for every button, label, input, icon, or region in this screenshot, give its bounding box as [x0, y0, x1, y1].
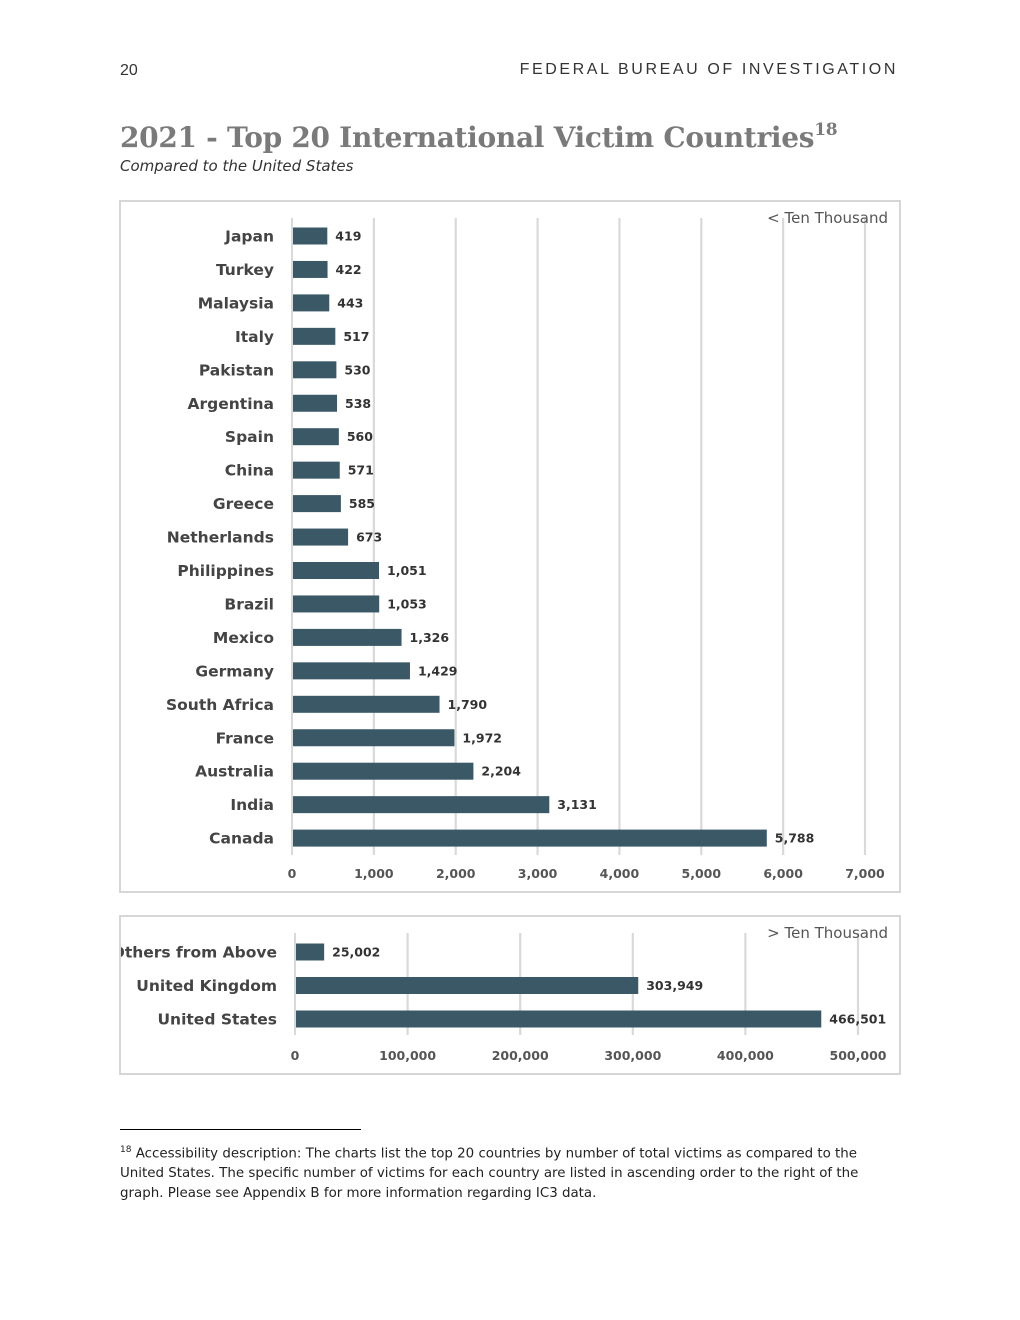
chart-0-tick-label: 4,000	[600, 866, 640, 881]
chart-1-category-label: United States	[157, 1011, 277, 1029]
chart-0-bar	[293, 628, 402, 646]
chart-0-category-label: Malaysia	[198, 294, 274, 312]
title-footnote-ref[interactable]: 18	[814, 119, 838, 140]
chart-0-tick-label: 6,000	[763, 866, 803, 881]
footnote-text: Accessibility description: The charts li…	[120, 1146, 859, 1202]
chart-0-category-label: Australia	[195, 763, 274, 781]
chart-0-value-label: 1,326	[410, 630, 450, 645]
chart-0-tick-label: 1,000	[354, 866, 394, 881]
chart-1-svg: 0 1,000 2,000 3,000 4,000 5,000 6,000 7,000 Japa…	[166, 218, 885, 881]
chart-0-bar	[293, 361, 337, 379]
chart-0-category-label: France	[216, 729, 274, 747]
chart-1-tick-label: 100,000	[379, 1048, 436, 1063]
chart-1-bar	[296, 943, 325, 961]
title-text: 2021 - Top 20 International Victim Count…	[120, 121, 815, 154]
chart-0-tick-label: 0	[288, 866, 297, 881]
chart-0-category-label: Japan	[224, 228, 274, 246]
chart-under-ten-thousand: 0 1,000 2,000 3,000 4,000 5,000 6,000 7,000 Japa…	[119, 200, 901, 893]
chart-0-category-label: Philippines	[177, 562, 274, 580]
chart-1-tick-label: 400,000	[717, 1048, 774, 1063]
chart-1-value-label: 466,501	[829, 1012, 886, 1027]
chart-0-bar	[293, 762, 474, 780]
chart-1-range-note: < Ten Thousand	[767, 209, 888, 227]
chart-0-bar	[293, 394, 338, 412]
chart-0-bar	[293, 595, 380, 613]
chart-0-value-label: 443	[337, 295, 363, 310]
chart-0-value-label: 419	[335, 229, 361, 244]
chart-0-bar	[293, 796, 550, 814]
chart-0-value-label: 585	[349, 496, 375, 511]
chart-0-value-label: 530	[344, 362, 370, 377]
chart-0-value-label: 1,429	[418, 663, 458, 678]
chart-0-bar	[293, 729, 455, 747]
chart-1-tick-label: 0	[291, 1048, 300, 1063]
chart-0-value-label: 673	[356, 530, 382, 545]
chart-0-category-label: China	[225, 462, 274, 480]
chart-0-bar	[293, 829, 767, 847]
chart-1-bar	[296, 1010, 822, 1028]
chart-0-value-label: 538	[345, 396, 371, 411]
chart-0-category-label: Spain	[225, 428, 274, 446]
chart-0-category-label: Pakistan	[199, 361, 274, 379]
chart-2-range-note: > Ten Thousand	[767, 924, 888, 942]
chart-0-value-label: 422	[336, 262, 362, 277]
chart-0-category-label: Canada	[209, 830, 274, 848]
chart-0-bar	[293, 562, 380, 579]
chart-0-bar	[293, 327, 336, 345]
chart-0-value-label: 2,204	[481, 764, 521, 779]
chart-0-value-label: 3,131	[557, 797, 597, 812]
chart-0-value-label: 5,788	[775, 831, 815, 846]
footnote: 18 Accessibility description: The charts…	[120, 1140, 905, 1204]
chart-0-bar	[293, 294, 330, 312]
chart-1-value-label: 303,949	[646, 978, 703, 993]
chart-0-category-label: Turkey	[216, 261, 274, 279]
chart-1-tick-label: 300,000	[604, 1048, 661, 1063]
chart-0-category-label: Mexico	[213, 629, 274, 647]
chart-over-ten-thousand: 0 100,000 200,000 300,000 400,000 500,000 Othe…	[119, 915, 901, 1075]
chart-1-category-label: Others from Above	[121, 944, 277, 962]
chart-0-category-label: Italy	[235, 328, 274, 346]
chart-0-tick-label: 3,000	[518, 866, 558, 881]
chart-2-svg: 0 100,000 200,000 300,000 400,000 500,000 Othe…	[121, 933, 887, 1063]
chart-0-tick-label: 5,000	[682, 866, 722, 881]
chart-0-category-label: Argentina	[188, 395, 275, 413]
chart-0-category-label: South Africa	[166, 696, 274, 714]
chart-0-tick-label: 2,000	[436, 866, 476, 881]
chart-0-category-label: India	[230, 796, 274, 814]
chart-0-bar	[293, 227, 328, 245]
chart-0-bar	[293, 528, 349, 546]
chart-0-value-label: 517	[343, 329, 369, 344]
footnote-marker: 18	[120, 1145, 132, 1155]
chart-0-bar	[293, 260, 328, 278]
chart-1-tick-label: 500,000	[830, 1048, 887, 1063]
chart-0-tick-label: 7,000	[845, 866, 885, 881]
chart-1-category-label: United Kingdom	[136, 977, 277, 995]
page-title: 2021 - Top 20 International Victim Count…	[120, 119, 838, 154]
page-subtitle: Compared to the United States	[120, 157, 354, 175]
footnote-divider	[120, 1129, 361, 1130]
chart-0-category-label: Netherlands	[167, 529, 274, 547]
chart-0-bar	[293, 461, 340, 479]
chart-0-bar	[293, 428, 339, 446]
page-number: 20	[120, 62, 138, 79]
chart-0-value-label: 1,972	[462, 730, 502, 745]
chart-1-value-label: 25,002	[332, 945, 380, 960]
chart-0-category-label: Brazil	[224, 595, 274, 613]
chart-0-category-label: Germany	[195, 662, 274, 680]
chart-0-bar	[293, 662, 410, 680]
chart-0-value-label: 1,790	[448, 697, 488, 712]
chart-0-category-label: Greece	[213, 495, 274, 513]
chart-0-value-label: 571	[348, 463, 374, 478]
chart-0-bar	[293, 495, 341, 513]
chart-0-value-label: 1,053	[387, 596, 427, 611]
chart-1-bar	[296, 977, 639, 994]
chart-1-tick-label: 200,000	[492, 1048, 549, 1063]
chart-0-value-label: 560	[347, 429, 373, 444]
header-organization: FEDERAL BUREAU OF INVESTIGATION	[519, 61, 898, 78]
chart-0-bar	[293, 695, 440, 713]
chart-0-value-label: 1,051	[387, 563, 427, 578]
